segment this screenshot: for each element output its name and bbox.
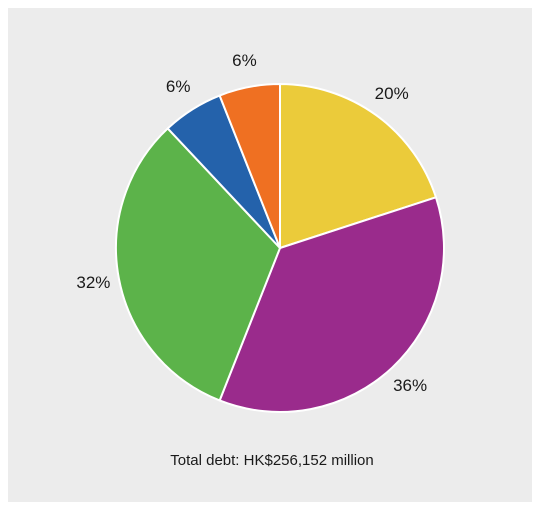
slice-label-4: 6%	[166, 77, 191, 96]
pie-slice-5	[218, 83, 281, 249]
slice-label-2: 36%	[393, 376, 427, 395]
pie-slice-2	[218, 196, 445, 413]
slice-label-5: 6%	[232, 51, 257, 70]
total-debt-caption: Total debt: HK$256,152 million	[170, 452, 374, 469]
pie-labels: 20% 36% 32% 6% 6%	[76, 51, 427, 395]
pie-slices	[115, 83, 445, 413]
slice-label-1: 20%	[375, 84, 409, 103]
pie-slice-3	[115, 127, 281, 402]
pie-slice-1	[279, 83, 437, 249]
slice-label-3: 32%	[76, 273, 110, 292]
